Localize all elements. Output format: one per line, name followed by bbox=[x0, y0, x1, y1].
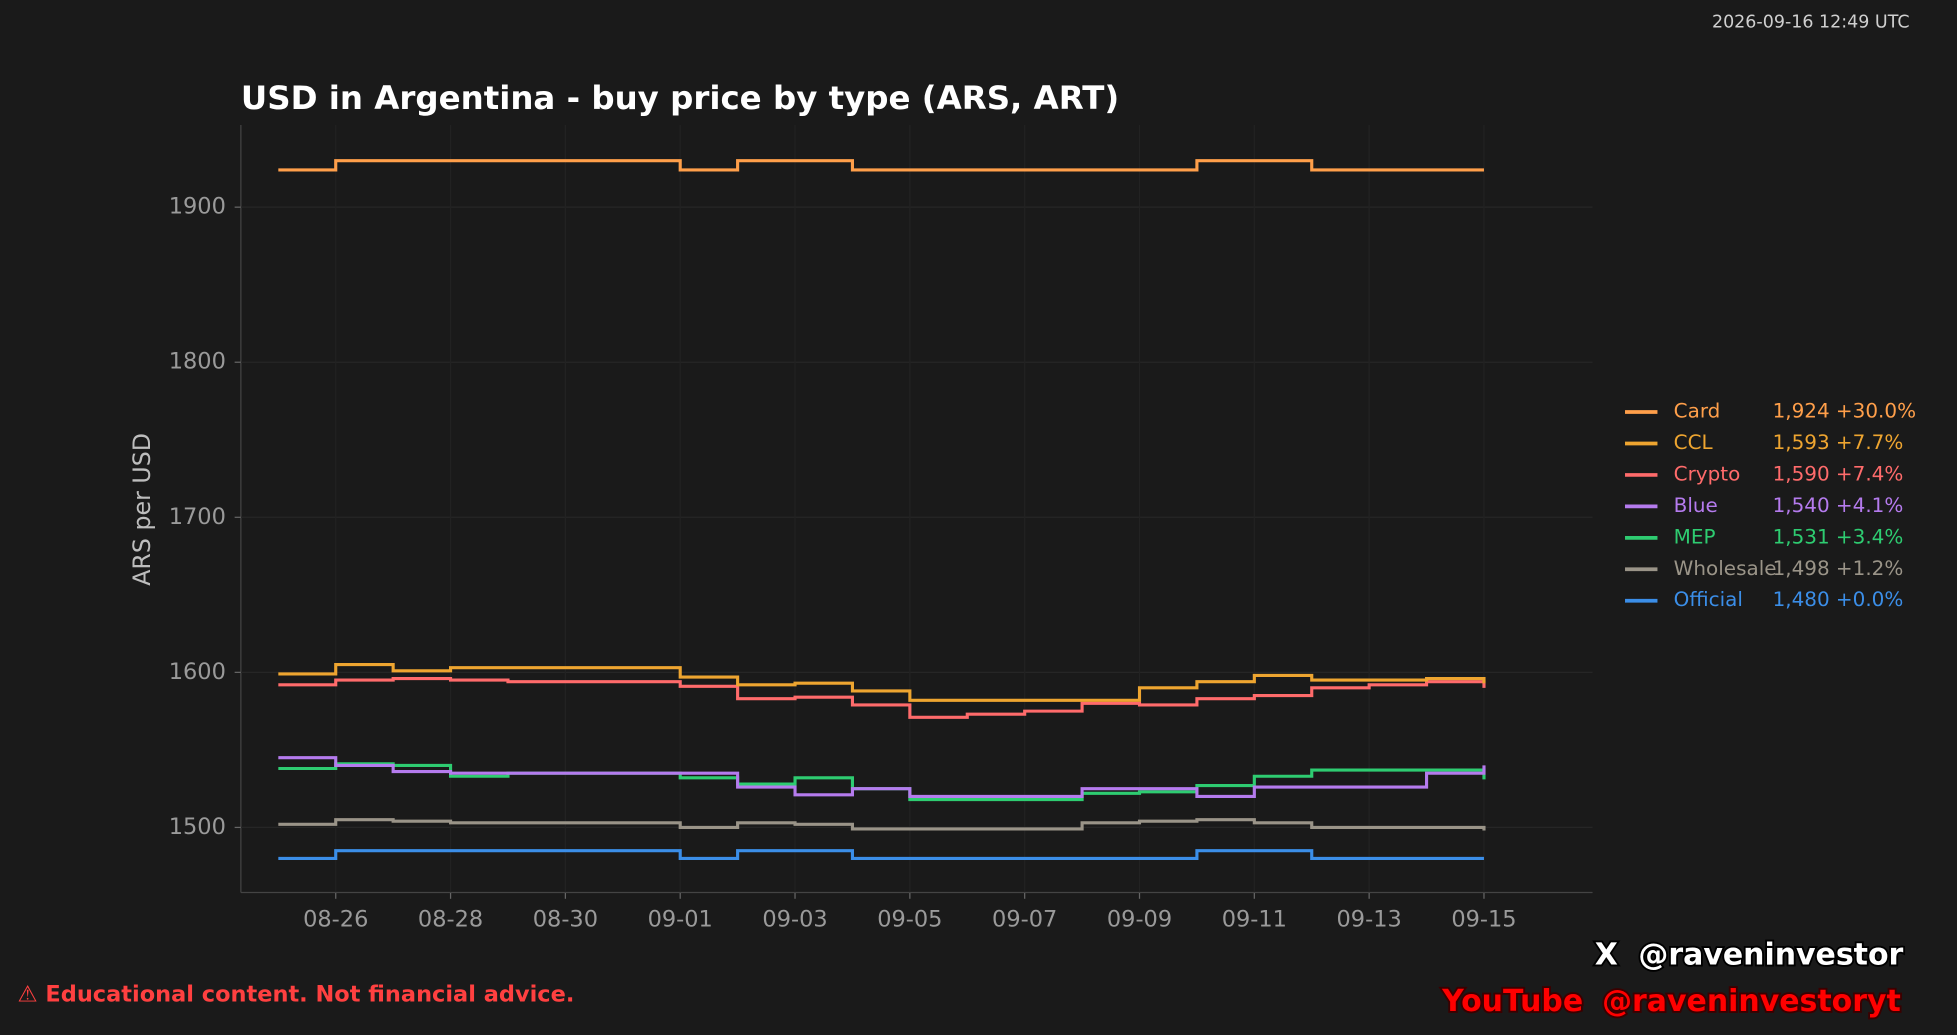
legend-value: 1,498 bbox=[1773, 556, 1830, 580]
series-line bbox=[278, 663, 1486, 702]
series-line bbox=[278, 756, 1486, 798]
legend-change: +30.0% bbox=[1836, 399, 1916, 423]
legend-value: 1,924 bbox=[1773, 399, 1830, 423]
legend-value: 1,540 bbox=[1773, 493, 1830, 517]
legend-value: 1,593 bbox=[1773, 430, 1830, 454]
x-tick-label: 09-15 bbox=[1451, 907, 1516, 933]
legend-change: +7.7% bbox=[1836, 430, 1903, 454]
series-line bbox=[278, 159, 1484, 172]
youtube-label: YouTube bbox=[1441, 984, 1583, 1019]
legend-change: +4.1% bbox=[1836, 493, 1903, 517]
y-tick-label: 1800 bbox=[169, 349, 226, 375]
legend-value: 1,531 bbox=[1773, 524, 1830, 548]
x-tick-label: 08-28 bbox=[418, 907, 483, 933]
legend-change: +0.0% bbox=[1836, 587, 1903, 611]
legend-value: 1,480 bbox=[1773, 587, 1830, 611]
y-tick-label: 1600 bbox=[169, 659, 226, 685]
youtube-handle: @raveninvestoryt bbox=[1602, 984, 1901, 1019]
timestamp: 2026-09-16 12:49 UTC bbox=[1712, 13, 1910, 33]
x-tick-label: 09-05 bbox=[877, 907, 942, 933]
legend-name: Blue bbox=[1674, 493, 1718, 517]
x-icon: X bbox=[1595, 938, 1618, 973]
x-tick-label: 09-09 bbox=[1107, 907, 1172, 933]
y-axis-label: ARS per USD bbox=[128, 433, 156, 586]
series-line bbox=[278, 818, 1486, 831]
legend-name: Crypto bbox=[1674, 461, 1741, 485]
x-tick-label: 09-07 bbox=[992, 907, 1057, 933]
legend-name: Card bbox=[1674, 399, 1721, 423]
x-tick-label: 09-13 bbox=[1337, 907, 1402, 933]
y-tick-label: 1700 bbox=[169, 504, 226, 530]
legend-change: +3.4% bbox=[1836, 524, 1903, 548]
y-tick-label: 1500 bbox=[169, 814, 226, 840]
chart-title: USD in Argentina - buy price by type (AR… bbox=[241, 79, 1119, 117]
x-handle: @raveninvestor bbox=[1638, 938, 1903, 973]
x-tick-label: 08-26 bbox=[303, 907, 368, 933]
legend-change: +1.2% bbox=[1836, 556, 1903, 580]
legend-change: +7.4% bbox=[1836, 461, 1903, 485]
x-tick-label: 08-30 bbox=[533, 907, 598, 933]
legend-name: Official bbox=[1674, 587, 1743, 611]
series-line bbox=[278, 849, 1484, 860]
legend-name: CCL bbox=[1674, 430, 1714, 454]
x-tick-label: 09-03 bbox=[762, 907, 827, 933]
x-tick-label: 09-01 bbox=[648, 907, 713, 933]
legend-value: 1,590 bbox=[1773, 461, 1830, 485]
series-line bbox=[278, 676, 1486, 719]
x-tick-label: 09-11 bbox=[1222, 907, 1287, 933]
disclaimer: ⚠ Educational content. Not financial adv… bbox=[17, 981, 574, 1007]
y-tick-label: 1900 bbox=[169, 194, 226, 220]
legend-name: MEP bbox=[1674, 524, 1716, 548]
legend-name: Wholesale bbox=[1674, 556, 1777, 580]
